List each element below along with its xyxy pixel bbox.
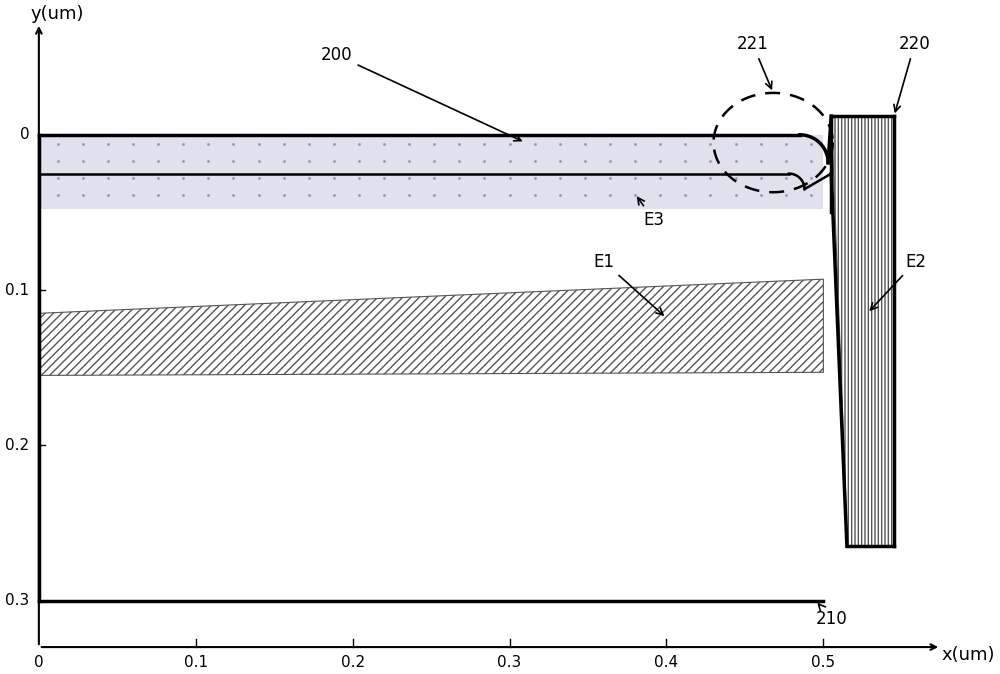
Text: 0.5: 0.5 <box>811 655 835 670</box>
Text: 210: 210 <box>815 604 847 627</box>
Polygon shape <box>831 116 894 546</box>
Text: 0: 0 <box>34 655 44 670</box>
Polygon shape <box>39 135 823 210</box>
Text: E1: E1 <box>593 253 663 315</box>
Text: 0.1: 0.1 <box>5 282 29 297</box>
Text: 200: 200 <box>321 47 521 141</box>
Text: 221: 221 <box>737 36 772 88</box>
Text: E3: E3 <box>638 197 664 229</box>
Text: 0.1: 0.1 <box>184 655 208 670</box>
Text: 0: 0 <box>20 127 29 142</box>
Polygon shape <box>39 279 823 375</box>
Text: 0.2: 0.2 <box>5 438 29 453</box>
Text: y(um): y(um) <box>31 5 85 23</box>
Text: 220: 220 <box>894 36 930 112</box>
Text: 0.4: 0.4 <box>654 655 679 670</box>
Text: 0.2: 0.2 <box>341 655 365 670</box>
Text: 0.3: 0.3 <box>5 593 29 608</box>
Text: x(um): x(um) <box>941 646 995 664</box>
Text: E2: E2 <box>870 253 926 310</box>
Text: 0.3: 0.3 <box>497 655 522 670</box>
